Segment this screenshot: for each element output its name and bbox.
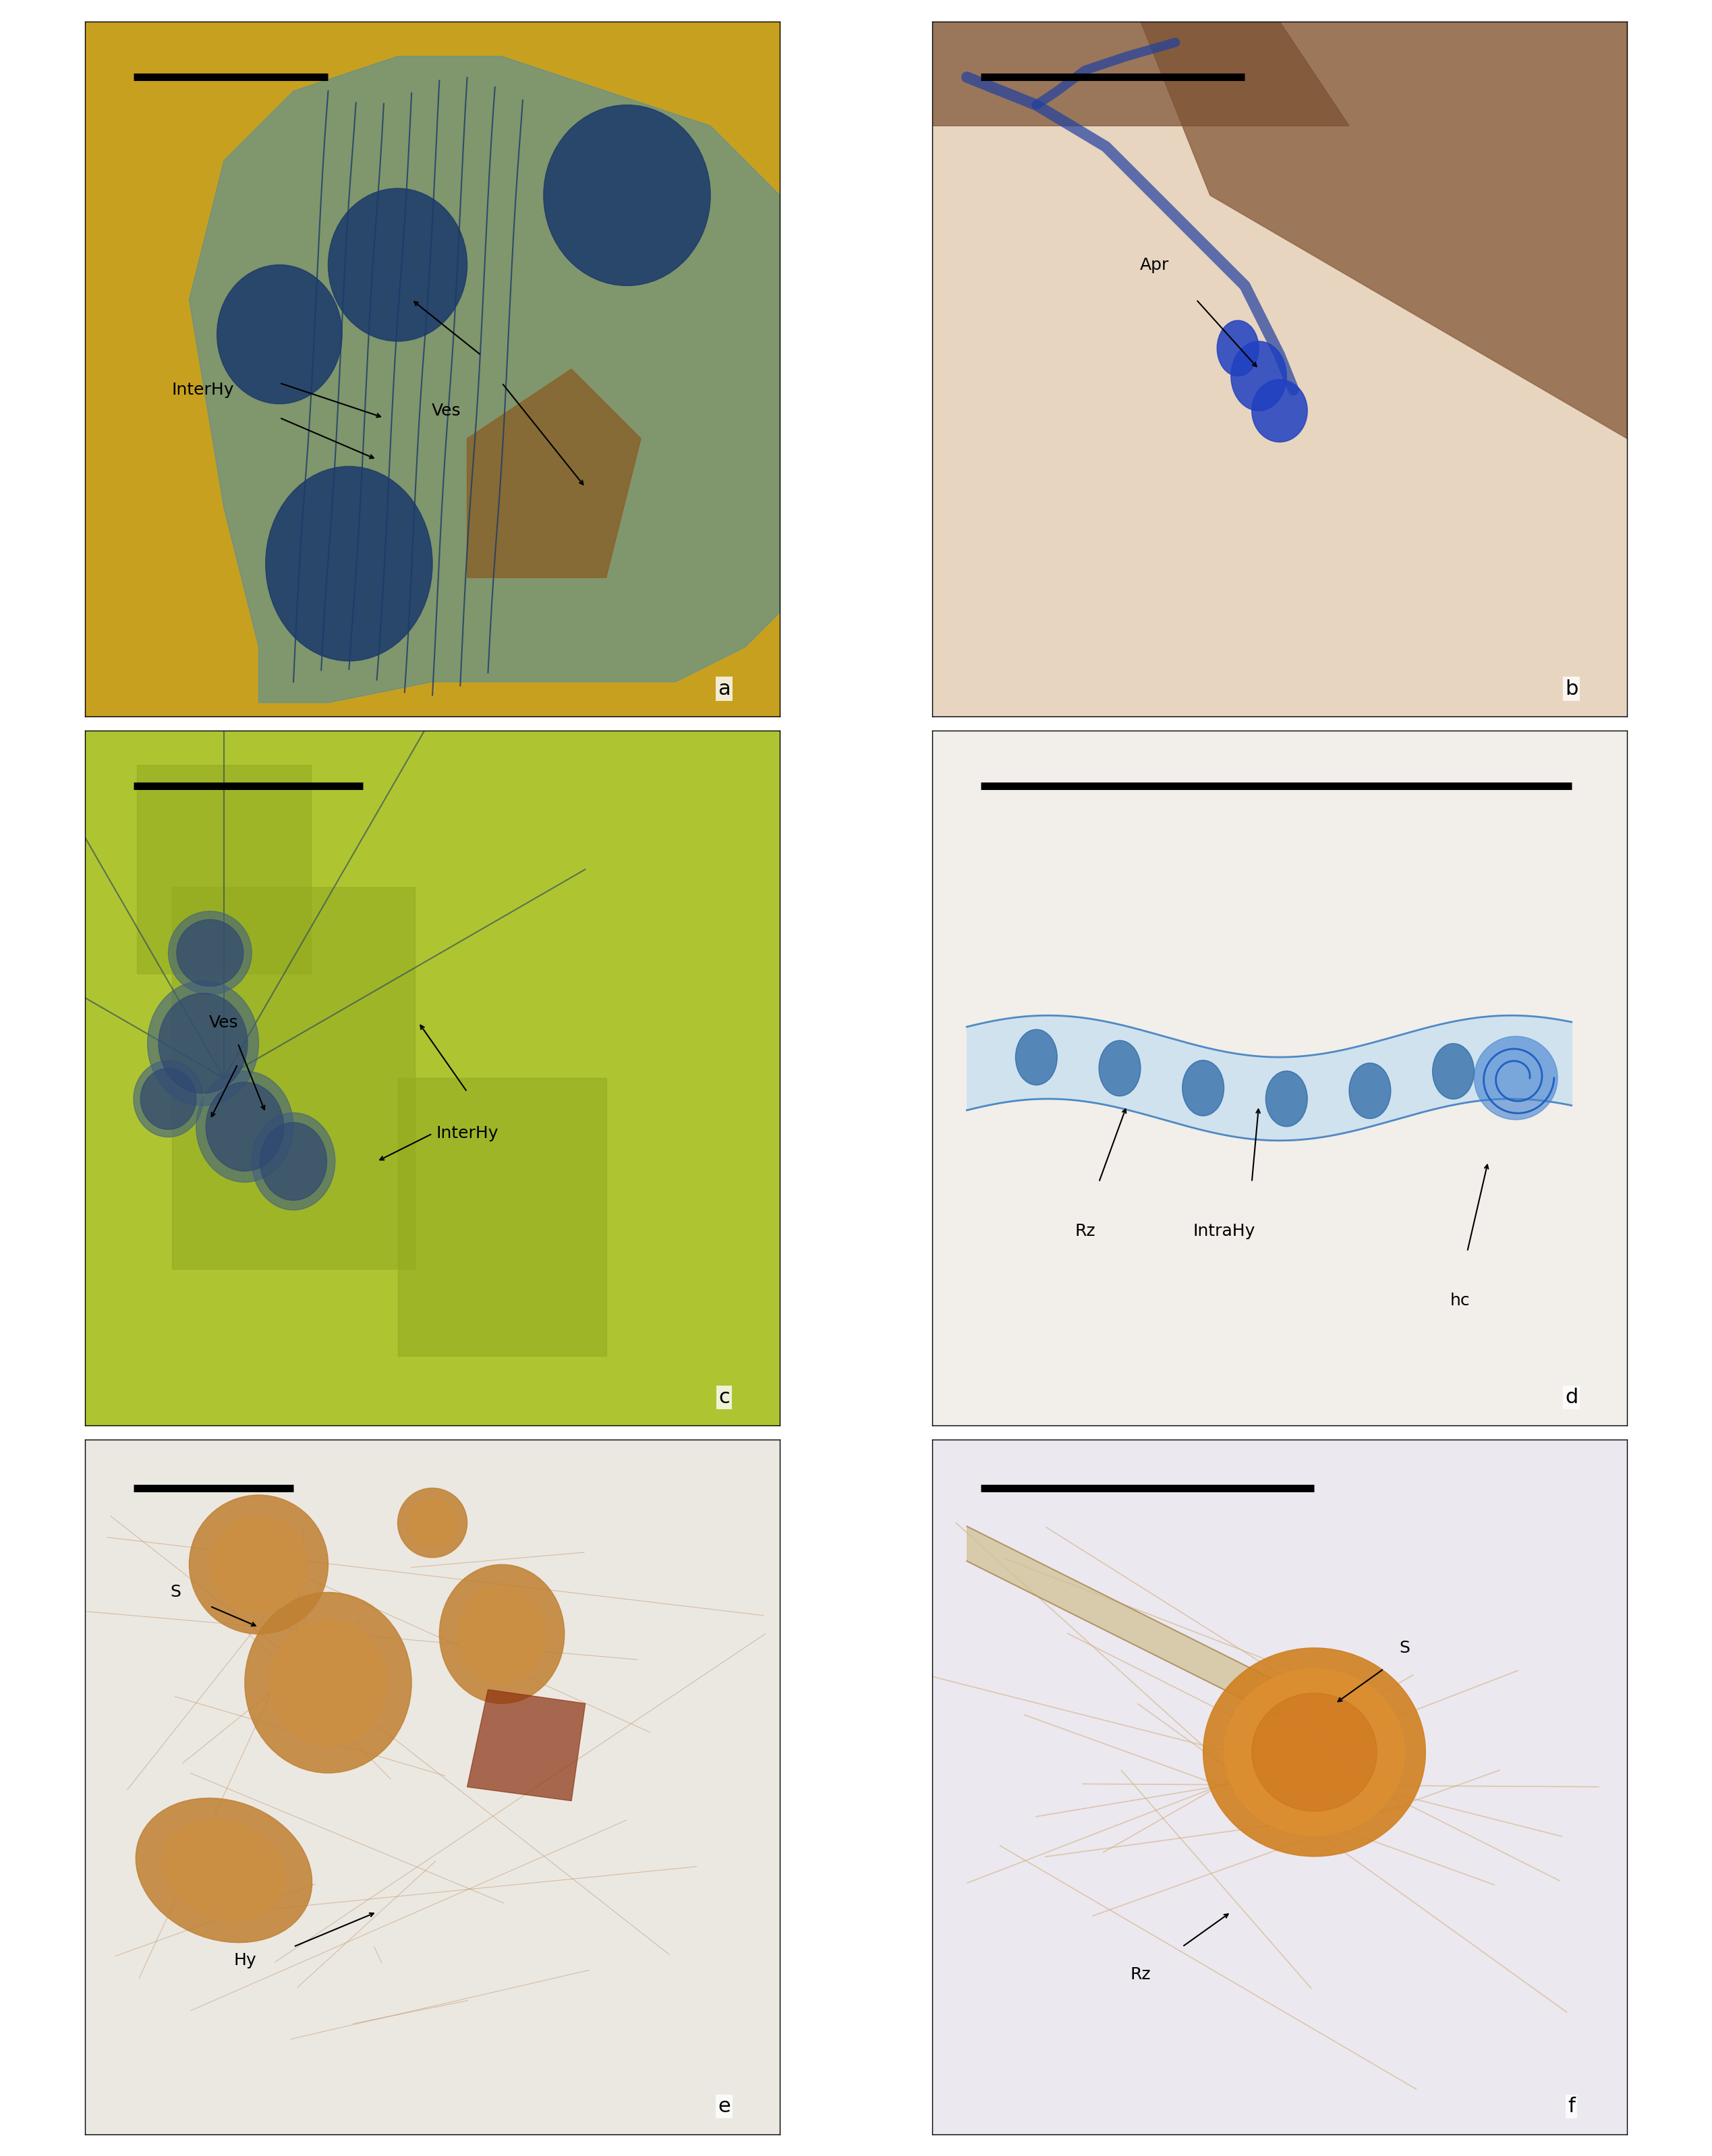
Ellipse shape [197, 1072, 293, 1181]
Bar [137, 765, 312, 975]
Ellipse shape [329, 188, 467, 341]
Polygon shape [188, 56, 781, 703]
Ellipse shape [270, 1619, 387, 1746]
Ellipse shape [134, 1061, 204, 1136]
Text: Ves: Ves [431, 403, 461, 418]
Ellipse shape [1251, 1692, 1376, 1811]
Ellipse shape [1349, 1063, 1390, 1119]
Ellipse shape [168, 912, 252, 994]
Text: f: f [1568, 2098, 1575, 2117]
Text: Rz: Rz [1130, 1966, 1150, 1984]
Polygon shape [1140, 22, 1626, 438]
Ellipse shape [397, 1488, 467, 1557]
Ellipse shape [1231, 341, 1286, 412]
Ellipse shape [1265, 1072, 1308, 1128]
Text: b: b [1565, 679, 1578, 699]
Text: InterHy: InterHy [437, 1125, 498, 1143]
Ellipse shape [1433, 1044, 1474, 1100]
Text: IntraHy: IntraHy [1193, 1222, 1255, 1240]
Ellipse shape [211, 1516, 308, 1613]
Text: S: S [169, 1585, 181, 1600]
Ellipse shape [140, 1067, 197, 1130]
Ellipse shape [176, 921, 243, 985]
Ellipse shape [1204, 1647, 1426, 1856]
Ellipse shape [205, 1082, 284, 1171]
Ellipse shape [459, 1585, 546, 1682]
Ellipse shape [1099, 1041, 1140, 1095]
Ellipse shape [1251, 379, 1308, 442]
Ellipse shape [260, 1123, 327, 1201]
Text: hc: hc [1450, 1291, 1471, 1309]
Ellipse shape [163, 1820, 286, 1921]
Polygon shape [931, 22, 1349, 125]
Ellipse shape [188, 1494, 329, 1634]
Bar [171, 886, 414, 1270]
Text: Hy: Hy [233, 1953, 257, 1968]
Text: Ves: Ves [209, 1013, 238, 1031]
Ellipse shape [217, 265, 342, 403]
Ellipse shape [1474, 1037, 1558, 1119]
Ellipse shape [245, 1593, 411, 1772]
Ellipse shape [1224, 1669, 1404, 1835]
Ellipse shape [1183, 1061, 1224, 1117]
Ellipse shape [147, 981, 259, 1106]
Text: e: e [717, 2098, 731, 2117]
Text: Rz: Rz [1075, 1222, 1096, 1240]
Bar [397, 1078, 606, 1356]
Ellipse shape [1015, 1028, 1058, 1084]
Ellipse shape [544, 106, 710, 285]
Text: S: S [1399, 1641, 1411, 1656]
Ellipse shape [265, 466, 433, 662]
Polygon shape [467, 1690, 586, 1800]
Text: d: d [1565, 1388, 1578, 1408]
Ellipse shape [135, 1798, 312, 1943]
Ellipse shape [440, 1565, 565, 1703]
Text: Apr: Apr [1140, 257, 1169, 274]
Ellipse shape [1217, 321, 1258, 375]
Text: c: c [719, 1388, 729, 1408]
Text: a: a [717, 679, 731, 699]
Text: InterHy: InterHy [171, 382, 235, 399]
Ellipse shape [407, 1498, 457, 1548]
Ellipse shape [159, 994, 248, 1093]
Ellipse shape [252, 1112, 336, 1210]
Polygon shape [467, 369, 640, 578]
